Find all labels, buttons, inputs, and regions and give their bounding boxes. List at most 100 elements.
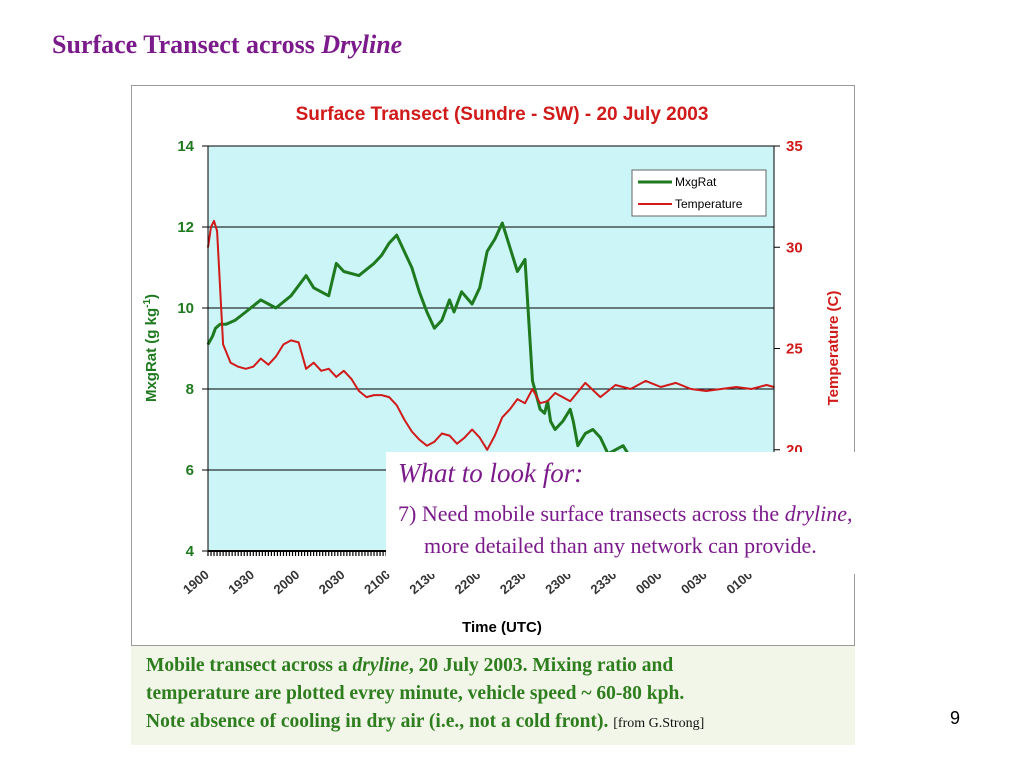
data-point-mxgrat xyxy=(509,246,511,249)
callout-item-7-line2: more detailed than any network can provi… xyxy=(424,533,817,558)
data-point-mxgrat xyxy=(577,444,579,447)
slide-title: Surface Transect across Dryline xyxy=(52,30,402,60)
data-point-temperature xyxy=(365,396,368,398)
data-point-temperature xyxy=(267,363,270,366)
data-point-mxgrat xyxy=(516,270,519,273)
left-axis-label: MxgRat (g kg-1) xyxy=(142,294,160,402)
right-axis-label: Temperature (C) xyxy=(825,291,842,406)
data-point-mxgrat xyxy=(539,408,541,411)
data-point-temperature xyxy=(343,370,345,372)
data-point-mxgrat xyxy=(214,327,217,329)
data-point-mxgrat xyxy=(244,311,247,313)
data-point-mxgrat xyxy=(543,412,546,415)
data-point-temperature xyxy=(735,386,738,388)
data-point-mxgrat xyxy=(501,222,504,224)
left-tick-label-6: 6 xyxy=(186,462,194,479)
data-point-mxgrat xyxy=(260,299,262,301)
data-point-temperature xyxy=(456,442,458,445)
x-tick-label-2000: 2000 xyxy=(271,567,303,597)
data-point-temperature xyxy=(599,396,602,398)
data-point-mxgrat xyxy=(275,307,277,309)
data-point-temperature xyxy=(494,434,496,437)
data-point-mxgrat xyxy=(403,250,406,253)
series-lines xyxy=(206,219,775,464)
slide-title-text: Surface Transect across xyxy=(52,30,322,59)
page-number: 9 xyxy=(950,708,961,728)
data-point-temperature xyxy=(320,370,322,372)
data-point-temperature xyxy=(478,436,481,439)
data-point-temperature xyxy=(524,402,526,405)
legend-label-temperature: Temperature xyxy=(675,197,743,211)
data-point-temperature xyxy=(335,376,338,378)
data-point-temperature xyxy=(750,388,753,390)
x-tick-label-2030: 2030 xyxy=(316,567,348,597)
right-tick-label-35: 35 xyxy=(786,138,803,155)
data-point-temperature xyxy=(388,396,390,398)
data-point-temperature xyxy=(282,343,285,346)
left-tick-label-4: 4 xyxy=(186,543,195,560)
data-point-temperature xyxy=(690,388,692,390)
data-point-temperature xyxy=(297,341,300,344)
caption-line-2: temperature are plotted evrey minute, ve… xyxy=(146,683,685,704)
data-point-mxgrat xyxy=(411,266,413,269)
data-point-temperature xyxy=(471,428,473,431)
data-point-temperature xyxy=(546,400,549,403)
data-point-mxgrat xyxy=(219,323,221,325)
data-point-mxgrat xyxy=(572,420,575,423)
caption-credit: [from G.Strong] xyxy=(613,716,705,731)
data-point-mxgrat xyxy=(561,420,564,423)
data-point-temperature xyxy=(260,357,262,360)
data-point-temperature xyxy=(629,388,632,390)
data-point-mxgrat xyxy=(554,428,556,431)
data-point-mxgrat xyxy=(524,258,526,261)
left-tick-label-12: 12 xyxy=(177,219,194,236)
data-point-mxgrat xyxy=(531,380,534,382)
data-point-temperature xyxy=(210,226,212,228)
data-point-temperature xyxy=(516,398,519,400)
data-point-temperature xyxy=(644,380,647,382)
data-point-temperature xyxy=(350,378,353,380)
data-point-mxgrat xyxy=(494,238,496,240)
data-point-temperature xyxy=(312,361,315,364)
data-point-temperature xyxy=(275,355,277,358)
chart-title: Surface Transect (Sundre - SW) - 20 July… xyxy=(296,104,709,125)
data-point-temperature xyxy=(418,438,421,441)
data-point-temperature xyxy=(373,394,375,396)
data-point-mxgrat xyxy=(441,319,443,321)
data-point-mxgrat xyxy=(599,436,602,439)
callout-heading: What to look for: xyxy=(398,458,584,488)
data-point-temperature xyxy=(358,390,360,392)
data-point-mxgrat xyxy=(584,432,587,435)
data-point-temperature xyxy=(222,343,224,346)
data-point-mxgrat xyxy=(234,319,236,321)
data-point-mxgrat xyxy=(471,303,473,305)
data-point-mxgrat xyxy=(335,262,338,265)
slide-title-emphasis: Dryline xyxy=(321,30,403,59)
right-tick-label-30: 30 xyxy=(786,239,803,256)
data-point-mxgrat xyxy=(343,270,345,273)
caption-line-1: Mobile transect across a dryline, 20 Jul… xyxy=(146,655,674,676)
data-point-temperature xyxy=(486,449,489,451)
data-point-temperature xyxy=(554,392,556,394)
right-tick-label-25: 25 xyxy=(786,341,803,358)
left-tick-label-14: 14 xyxy=(177,138,194,155)
data-point-temperature xyxy=(584,382,587,384)
data-point-temperature xyxy=(244,368,247,370)
data-point-mxgrat xyxy=(418,291,421,293)
data-point-mxgrat xyxy=(549,420,552,423)
data-point-temperature xyxy=(411,430,413,433)
data-point-mxgrat xyxy=(327,295,330,297)
data-point-temperature xyxy=(305,368,307,370)
data-point-temperature xyxy=(614,384,617,386)
data-point-temperature xyxy=(213,220,215,222)
data-point-mxgrat xyxy=(426,311,428,313)
data-point-mxgrat xyxy=(614,449,617,451)
figure-caption: Mobile transect across a dryline, 20 Jul… xyxy=(146,652,846,738)
data-point-mxgrat xyxy=(388,242,390,244)
legend-label-mxgrat: MxgRat xyxy=(675,175,717,189)
data-point-temperature xyxy=(441,432,443,435)
x-tick-label-1930: 1930 xyxy=(225,567,257,597)
callout-box: What to look for: 7) Need mobile surface… xyxy=(386,452,998,574)
data-point-mxgrat xyxy=(380,254,383,257)
left-tick-label-8: 8 xyxy=(186,381,194,398)
